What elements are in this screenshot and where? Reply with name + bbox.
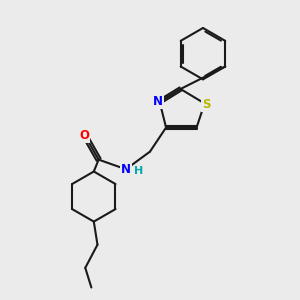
Text: S: S (202, 98, 210, 111)
Text: N: N (153, 95, 163, 108)
Text: O: O (79, 129, 89, 142)
Text: N: N (121, 163, 131, 176)
Text: H: H (134, 166, 143, 176)
